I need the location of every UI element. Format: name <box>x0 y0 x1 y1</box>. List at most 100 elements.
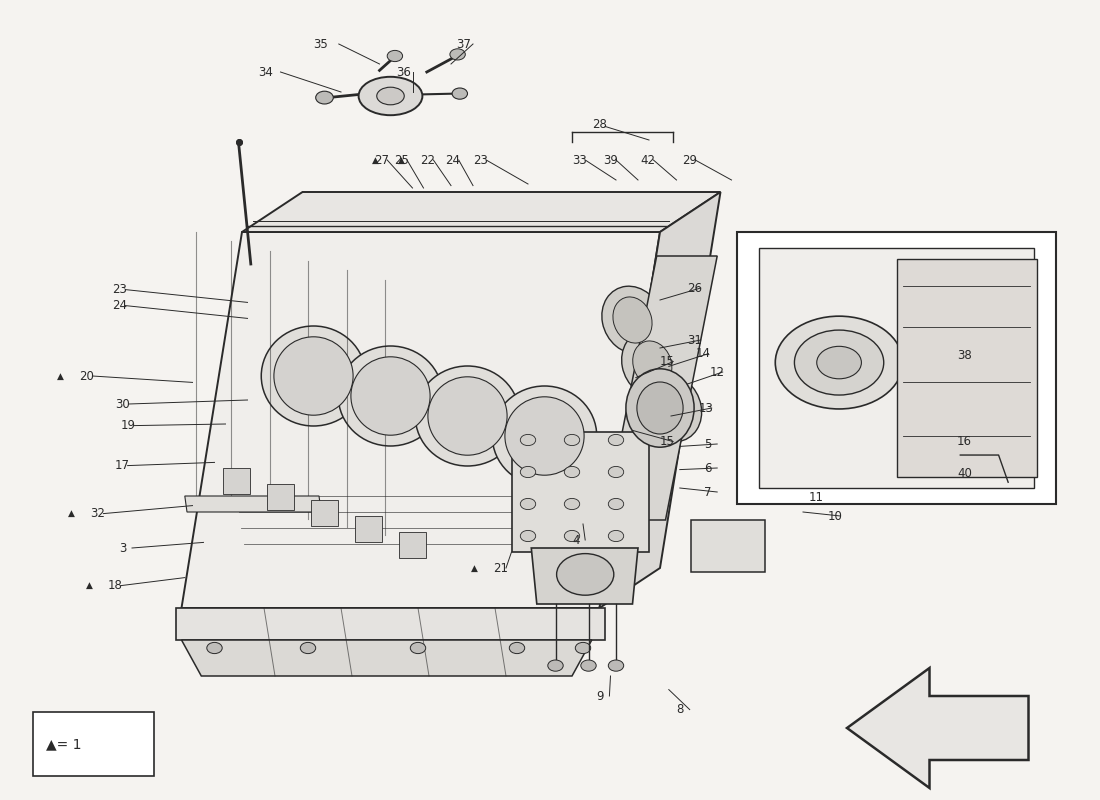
Text: 37: 37 <box>456 38 472 50</box>
Text: ▲: ▲ <box>86 581 92 590</box>
Circle shape <box>608 466 624 478</box>
Ellipse shape <box>505 397 584 475</box>
Text: 21: 21 <box>493 562 508 574</box>
Polygon shape <box>182 640 592 676</box>
Text: 31: 31 <box>688 334 703 346</box>
Text: ▲: ▲ <box>398 155 405 165</box>
Text: ▲: ▲ <box>68 509 75 518</box>
Ellipse shape <box>376 87 405 105</box>
Text: 33: 33 <box>572 154 586 166</box>
Text: 23: 23 <box>112 283 128 296</box>
Text: 22: 22 <box>420 154 436 166</box>
Text: 3: 3 <box>119 542 126 554</box>
Ellipse shape <box>613 297 652 343</box>
Ellipse shape <box>637 382 683 434</box>
Text: ▲= 1: ▲= 1 <box>46 737 81 751</box>
Circle shape <box>581 660 596 671</box>
Polygon shape <box>847 668 1028 788</box>
Text: 42: 42 <box>640 154 656 166</box>
Polygon shape <box>185 496 321 512</box>
Text: 7: 7 <box>704 486 712 498</box>
Text: 19: 19 <box>121 419 136 432</box>
Circle shape <box>452 88 468 99</box>
Polygon shape <box>355 516 382 542</box>
Circle shape <box>575 642 591 654</box>
Text: 8: 8 <box>676 703 684 716</box>
Circle shape <box>300 642 316 654</box>
Polygon shape <box>531 548 638 604</box>
Circle shape <box>608 434 624 446</box>
Circle shape <box>207 642 222 654</box>
Text: 15: 15 <box>660 355 675 368</box>
Polygon shape <box>311 500 338 526</box>
Text: 24: 24 <box>112 299 128 312</box>
Text: 23: 23 <box>473 154 488 166</box>
Circle shape <box>520 498 536 510</box>
Polygon shape <box>605 256 717 520</box>
Polygon shape <box>600 192 720 608</box>
Text: 13: 13 <box>698 402 714 414</box>
Text: 34: 34 <box>258 66 274 78</box>
Text: 40: 40 <box>957 467 972 480</box>
Circle shape <box>564 498 580 510</box>
Circle shape <box>520 466 536 478</box>
Text: 15: 15 <box>660 435 675 448</box>
Polygon shape <box>512 432 649 552</box>
Circle shape <box>608 530 624 542</box>
Circle shape <box>450 49 465 60</box>
Text: 30: 30 <box>116 398 130 410</box>
Polygon shape <box>223 468 250 494</box>
Circle shape <box>608 498 624 510</box>
Ellipse shape <box>602 286 663 354</box>
Circle shape <box>410 642 426 654</box>
Text: 29: 29 <box>682 154 697 166</box>
Ellipse shape <box>632 341 672 387</box>
Ellipse shape <box>557 554 614 595</box>
Text: 14: 14 <box>695 347 711 360</box>
Text: 28: 28 <box>592 118 607 130</box>
Text: 9: 9 <box>596 690 604 702</box>
Text: 39: 39 <box>603 154 618 166</box>
Text: 32: 32 <box>90 507 106 520</box>
Circle shape <box>564 434 580 446</box>
Bar <box>896 259 1037 477</box>
Polygon shape <box>176 608 605 640</box>
Circle shape <box>316 91 333 104</box>
Circle shape <box>564 530 580 542</box>
Text: ▲: ▲ <box>372 155 378 165</box>
Text: 5: 5 <box>704 438 712 450</box>
Text: 6: 6 <box>704 462 712 474</box>
Ellipse shape <box>640 374 702 442</box>
Polygon shape <box>399 532 426 558</box>
Text: ▲: ▲ <box>57 371 64 381</box>
Circle shape <box>548 660 563 671</box>
Text: 36: 36 <box>396 66 411 78</box>
Ellipse shape <box>274 337 353 415</box>
Circle shape <box>794 330 883 395</box>
Bar <box>33 712 154 776</box>
Circle shape <box>776 316 903 409</box>
Polygon shape <box>182 232 660 608</box>
Circle shape <box>608 660 624 671</box>
Ellipse shape <box>621 330 683 398</box>
Ellipse shape <box>651 385 691 431</box>
Text: 12: 12 <box>710 366 725 378</box>
Polygon shape <box>242 192 720 232</box>
Circle shape <box>509 642 525 654</box>
Text: 18: 18 <box>108 579 123 592</box>
Ellipse shape <box>351 357 430 435</box>
Text: 38: 38 <box>957 350 971 362</box>
Ellipse shape <box>416 366 519 466</box>
Text: 16: 16 <box>957 435 972 448</box>
Circle shape <box>816 346 861 379</box>
Text: 17: 17 <box>114 459 130 472</box>
Text: 11: 11 <box>808 491 824 504</box>
Circle shape <box>564 466 580 478</box>
Text: 24: 24 <box>446 154 461 166</box>
Polygon shape <box>759 248 1034 488</box>
Circle shape <box>387 50 403 62</box>
Ellipse shape <box>493 386 596 486</box>
Ellipse shape <box>626 369 694 447</box>
Ellipse shape <box>339 346 442 446</box>
Ellipse shape <box>359 77 422 115</box>
